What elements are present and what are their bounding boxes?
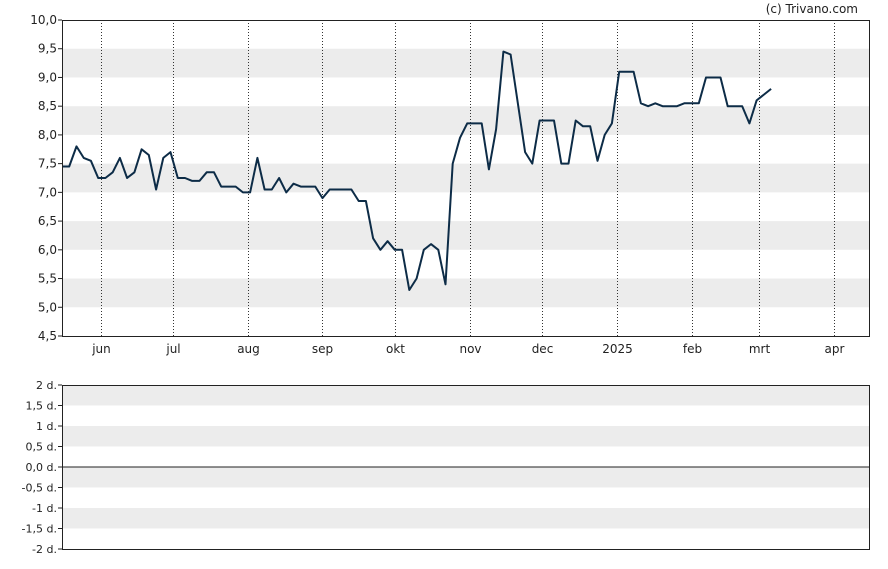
y-tick-label: 7,0 bbox=[38, 185, 57, 199]
y-tick-label: -2 d. bbox=[32, 543, 57, 556]
top-chart-frame bbox=[62, 20, 870, 337]
top-chart-y-ticks: 4,5 5,0 5,5 6,0 6,5 7,0 7,5 8,0 8,5 9,0 9,5 10,0 bbox=[30, 13, 62, 343]
top-band bbox=[62, 278, 870, 308]
x-tick-label: apr bbox=[825, 342, 845, 356]
y-tick-label: 0,5 d. bbox=[26, 441, 57, 454]
x-tick-label: sep bbox=[312, 342, 333, 356]
bottom-chart-bands bbox=[62, 385, 870, 529]
bottom-band bbox=[62, 467, 870, 488]
top-band bbox=[62, 221, 870, 250]
top-band bbox=[62, 106, 870, 135]
x-tick-label: okt bbox=[386, 342, 405, 356]
x-tick-label: 2025 bbox=[602, 342, 633, 356]
x-tick-label: jun bbox=[91, 342, 111, 356]
y-tick-label: 7,5 bbox=[38, 157, 57, 171]
y-tick-label: -1 d. bbox=[32, 502, 57, 515]
y-tick-label: 1 d. bbox=[36, 420, 57, 433]
y-tick-label: 10,0 bbox=[30, 13, 57, 27]
y-tick-label: 2 d. bbox=[36, 379, 57, 392]
y-tick-label: 6,5 bbox=[38, 214, 57, 228]
bottom-band bbox=[62, 426, 870, 447]
y-tick-label: -1,5 d. bbox=[22, 523, 57, 536]
y-tick-label: 8,0 bbox=[38, 128, 57, 142]
x-tick-label: jul bbox=[165, 342, 180, 356]
x-tick-label: mrt bbox=[749, 342, 771, 356]
price-series-line bbox=[62, 50, 772, 291]
bottom-chart-frame bbox=[62, 385, 870, 550]
bottom-chart-y-ticks: 2 d. 1,5 d. 1 d. 0,5 d. 0,0 d. -0,5 d. -1 d. -1… bbox=[22, 379, 62, 556]
top-band bbox=[62, 163, 870, 193]
top-band bbox=[62, 48, 870, 78]
x-tick-label: feb bbox=[683, 342, 702, 356]
top-chart-series bbox=[62, 50, 772, 291]
y-tick-label: 5,5 bbox=[38, 272, 57, 286]
y-tick-label: 0,0 d. bbox=[26, 461, 57, 474]
y-tick-label: 9,0 bbox=[38, 70, 57, 84]
y-tick-label: 4,5 bbox=[38, 329, 57, 343]
top-chart-bands bbox=[62, 48, 870, 308]
y-tick-label: 6,0 bbox=[38, 243, 57, 257]
bottom-band bbox=[62, 385, 870, 406]
y-tick-label: 1,5 d. bbox=[26, 400, 57, 413]
x-tick-label: aug bbox=[237, 342, 260, 356]
y-tick-label: 9,5 bbox=[38, 42, 57, 56]
y-tick-label: -0,5 d. bbox=[22, 482, 57, 495]
bottom-band bbox=[62, 508, 870, 529]
watermark-text: (c) Trivano.com bbox=[766, 2, 858, 16]
y-tick-label: 5,0 bbox=[38, 300, 57, 314]
y-tick-label: 8,5 bbox=[38, 99, 57, 113]
x-tick-label: nov bbox=[459, 342, 481, 356]
x-tick-label: dec bbox=[532, 342, 554, 356]
top-chart-x-ticks: jun jul aug sep okt nov dec 2025 feb mrt apr bbox=[91, 342, 844, 356]
